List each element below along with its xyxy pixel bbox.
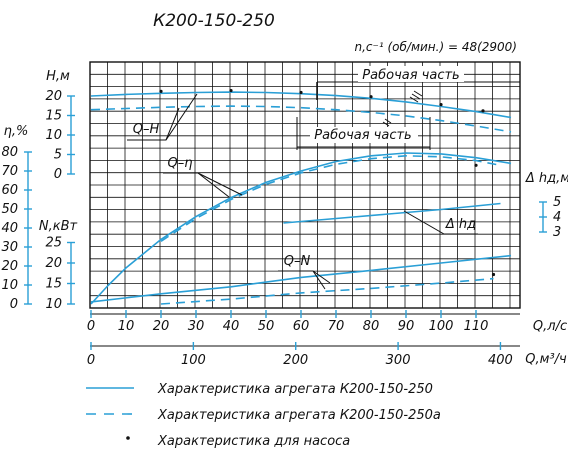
- x-tick-label-m3h: 200: [283, 353, 308, 368]
- legend: Характеристика агрегата К200-150-250 Хара…: [86, 382, 441, 449]
- leader-q-h-2: [165, 107, 180, 141]
- y-tick-label-dhd: 4: [553, 210, 561, 225]
- y-axis-label-H: H,м: [46, 69, 70, 84]
- y-tick-label-eta: 30: [1, 240, 18, 255]
- axes: 0 10 20 30 40 50 60 70 80 90 100 110 Q,л/с0 100 200 300…: [1, 69, 568, 368]
- y-tick-label-dhd: 3: [553, 225, 561, 240]
- legend-label: Характеристика агрегата К200-150-250а: [157, 408, 441, 423]
- work-zone-upper-bg: [358, 66, 464, 82]
- work-zone-lower-hatch: [382, 118, 392, 127]
- x-tick-label-m3h: 0: [87, 353, 95, 368]
- y-tick-label-N: 10: [45, 297, 62, 312]
- y-tick-label-H: 15: [45, 109, 62, 124]
- x-tick-label-m3h: 100: [181, 353, 206, 368]
- x-tick-label-ls: 60: [293, 319, 310, 334]
- pump-point-eta: [474, 163, 478, 167]
- x-tick-label-ls: 20: [153, 319, 170, 334]
- y-tick-label-eta: 0: [10, 297, 18, 312]
- legend-swatch-dot: [126, 436, 130, 440]
- chart-title: К200-150-250: [153, 11, 275, 31]
- series-qh-250: [90, 91, 512, 119]
- pump-point-h: [369, 95, 373, 99]
- legend-label: Характеристика агрегата К200-150-250: [157, 382, 433, 397]
- speed-label: n,c⁻¹ (об/мин.) = 48(2900): [355, 40, 518, 54]
- y-tick-label-eta: 10: [1, 278, 18, 293]
- work-zone-lower-bg: [310, 127, 418, 143]
- x-tick-label-m3h: 300: [386, 353, 411, 368]
- x-tick-label-m3h: 400: [488, 353, 513, 368]
- y-tick-label-N: 25: [45, 236, 62, 251]
- series-qeta-250: [90, 152, 512, 305]
- y-tick-label-eta: 60: [1, 183, 18, 198]
- y-tick-label-H: 5: [54, 148, 62, 163]
- y-tick-label-dhd: 5: [553, 195, 561, 210]
- series-dhd: [283, 202, 501, 224]
- pump-point-h: [229, 88, 233, 93]
- work-zone-lower-label: Рабочая часть: [314, 128, 411, 143]
- x-tick-label-ls: 50: [258, 319, 275, 334]
- pump-point-h: [299, 90, 303, 95]
- y-tick-label-N: 20: [45, 256, 62, 271]
- x-axis-label-m3h: Q,м³/ч: [525, 352, 567, 367]
- y-tick-label-H: 10: [45, 128, 62, 143]
- annotations: Q–H Q–η Q–N Δ hд Рабочая часть Рабочая часть: [127, 66, 520, 290]
- y-axis-label-eta: η,%: [4, 124, 29, 139]
- x-tick-label-ls: 40: [223, 319, 240, 334]
- x-axis-label-ls: Q,л/с: [533, 319, 567, 334]
- pump-point-h: [159, 89, 163, 93]
- x-tick-label-ls: 0: [87, 319, 95, 334]
- leader-q-n-2: [312, 270, 331, 284]
- pump-point-h: [439, 102, 443, 107]
- y-tick-label-eta: 40: [1, 221, 18, 236]
- leader-q-eta-2: [197, 172, 243, 196]
- x-tick-label-ls: 30: [188, 319, 205, 334]
- y-tick-label-N: 15: [45, 277, 62, 292]
- label-q-h: Q–H: [133, 122, 160, 137]
- x-tick-label-ls: 100: [429, 319, 454, 334]
- x-tick-label-ls: 90: [398, 319, 415, 334]
- series-qn-250a: [160, 277, 494, 305]
- x-tick-label-ls: 110: [464, 319, 489, 334]
- y-tick-label-eta: 20: [1, 259, 18, 274]
- leader-dhd: [403, 210, 478, 235]
- y-tick-label-eta: 50: [1, 202, 18, 217]
- legend-label: Характеристика для насоса: [157, 434, 350, 449]
- label-q-eta: Q–η: [168, 156, 193, 171]
- work-zone-upper-label: Рабочая часть: [362, 68, 459, 83]
- y-tick-label-H: 0: [54, 167, 62, 182]
- label-dhd: Δ hд: [445, 217, 476, 232]
- label-q-n: Q–N: [284, 254, 311, 269]
- x-tick-label-ls: 80: [363, 319, 380, 334]
- x-tick-label-ls: 70: [328, 319, 345, 334]
- y-axis-label-N: N,кВт: [39, 219, 78, 234]
- y-tick-label-eta: 70: [1, 164, 18, 179]
- y-tick-label-eta: 80: [1, 145, 18, 160]
- series-qn-250: [90, 254, 512, 303]
- pump-point-n: [491, 272, 496, 277]
- series-qeta-250a: [160, 154, 501, 242]
- series-qh-250a: [90, 105, 512, 133]
- curves: [90, 88, 512, 305]
- x-tick-label-ls: 10: [118, 319, 135, 334]
- y-axis-label-dhd: Δ hд,м: [525, 171, 568, 186]
- y-tick-label-H: 20: [45, 89, 62, 104]
- pump-point-h: [481, 109, 485, 113]
- work-zone-upper-hatch: [409, 90, 423, 103]
